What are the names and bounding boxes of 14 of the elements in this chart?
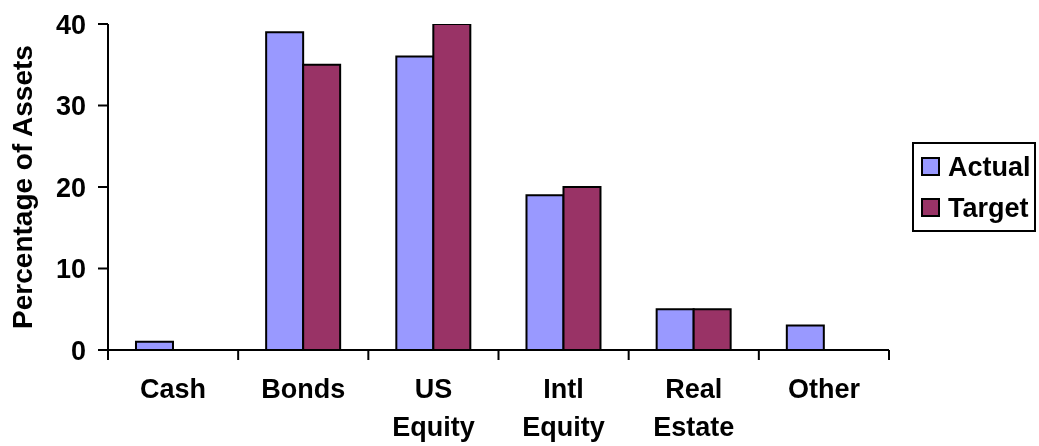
x-tick-label: Bonds: [261, 374, 346, 404]
y-axis-title: Percentage of Assets: [6, 45, 38, 329]
x-tick-label: US Equity: [392, 374, 475, 442]
x-tick-label: Cash: [140, 374, 207, 404]
x-tick-label: Intl Equity: [522, 374, 605, 442]
legend-label: Target: [948, 191, 1029, 225]
y-tick-label: 30: [55, 91, 86, 122]
x-tick-label: Other: [787, 374, 861, 404]
y-tick-label: 20: [55, 172, 86, 203]
legend-label: Actual: [948, 150, 1031, 184]
y-tick-label: 0: [70, 335, 86, 366]
x-tick-label: Real Estate: [653, 374, 735, 442]
y-tick-label: 10: [55, 254, 86, 285]
y-tick-label: 40: [55, 9, 86, 40]
